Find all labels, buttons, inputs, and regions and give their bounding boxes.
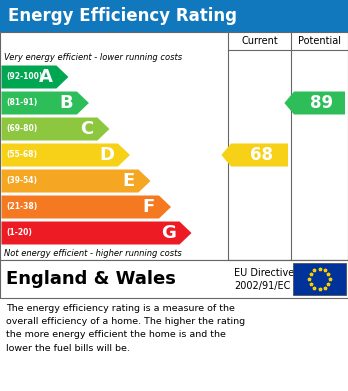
Polygon shape <box>1 196 171 219</box>
Text: E: E <box>122 172 134 190</box>
Text: A: A <box>39 68 53 86</box>
Text: Energy Efficiency Rating: Energy Efficiency Rating <box>8 7 237 25</box>
Polygon shape <box>1 118 109 140</box>
Text: 89: 89 <box>310 94 333 112</box>
Polygon shape <box>1 66 69 88</box>
Polygon shape <box>284 91 345 115</box>
Bar <box>0 32 348 260</box>
Text: (1-20): (1-20) <box>6 228 32 237</box>
Text: D: D <box>99 146 114 164</box>
Text: (81-91): (81-91) <box>6 99 37 108</box>
Polygon shape <box>1 143 130 167</box>
Text: 2002/91/EC: 2002/91/EC <box>234 281 290 291</box>
Text: Not energy efficient - higher running costs: Not energy efficient - higher running co… <box>4 249 182 258</box>
Bar <box>293 263 346 295</box>
Text: (55-68): (55-68) <box>6 151 37 160</box>
Text: Very energy efficient - lower running costs: Very energy efficient - lower running co… <box>4 52 182 61</box>
Text: England & Wales: England & Wales <box>6 270 176 288</box>
Text: 68: 68 <box>250 146 273 164</box>
Text: Potential: Potential <box>298 36 341 46</box>
Text: F: F <box>143 198 155 216</box>
Bar <box>0 260 348 298</box>
Polygon shape <box>1 221 191 244</box>
Text: C: C <box>80 120 94 138</box>
Text: G: G <box>161 224 175 242</box>
Text: (69-80): (69-80) <box>6 124 37 133</box>
Polygon shape <box>1 170 150 192</box>
Polygon shape <box>1 91 89 115</box>
Text: B: B <box>59 94 73 112</box>
Text: (21-38): (21-38) <box>6 203 37 212</box>
Polygon shape <box>221 143 288 167</box>
Text: EU Directive: EU Directive <box>234 268 294 278</box>
Bar <box>0 0 348 32</box>
Text: Current: Current <box>241 36 278 46</box>
Text: (39-54): (39-54) <box>6 176 37 185</box>
Text: The energy efficiency rating is a measure of the
overall efficiency of a home. T: The energy efficiency rating is a measur… <box>6 304 245 353</box>
Text: (92-100): (92-100) <box>6 72 42 81</box>
